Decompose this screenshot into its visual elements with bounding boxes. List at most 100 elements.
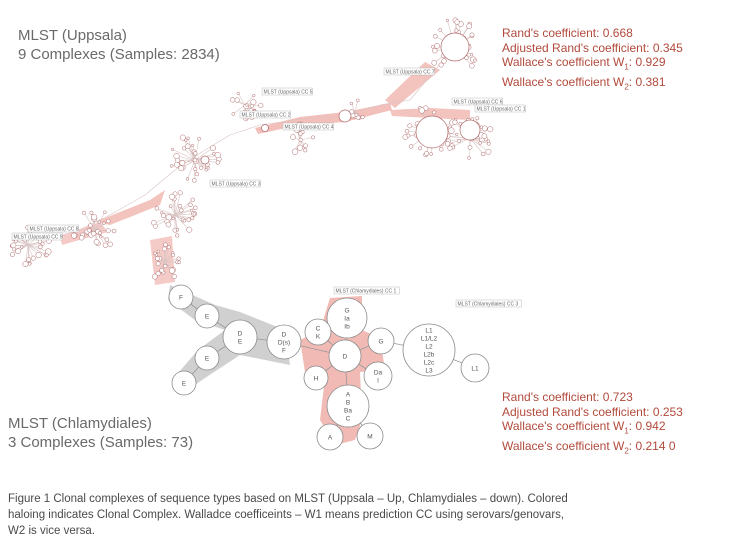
cc-label-box bbox=[209, 179, 261, 188]
node bbox=[438, 147, 444, 152]
node bbox=[38, 244, 43, 250]
node bbox=[168, 204, 173, 209]
cc-label: MLST (Chlamydiales) CC 1 bbox=[336, 289, 397, 295]
halo bbox=[95, 190, 165, 225]
cc-label: MLST (Uppsala) CC 3 bbox=[212, 182, 261, 188]
edge bbox=[183, 148, 196, 161]
node bbox=[204, 167, 209, 172]
cc-label-box bbox=[27, 224, 79, 233]
edge bbox=[233, 104, 246, 115]
node bbox=[20, 245, 24, 249]
gray-node-circle bbox=[194, 303, 220, 329]
gray-node: F bbox=[168, 284, 194, 310]
node bbox=[87, 228, 92, 233]
edge bbox=[94, 220, 109, 231]
node bbox=[481, 151, 486, 157]
node bbox=[22, 261, 29, 268]
uppsala-wallace-w2: Wallace's coefficient W2: 0.381 bbox=[502, 74, 666, 92]
node bbox=[192, 178, 197, 183]
node bbox=[438, 62, 444, 68]
node bbox=[258, 102, 264, 108]
node bbox=[486, 141, 491, 146]
node bbox=[192, 157, 198, 163]
cc-label: MLST (Uppsala) CC 9 bbox=[14, 235, 63, 241]
red-node-circle bbox=[328, 339, 362, 373]
node bbox=[424, 150, 429, 156]
node bbox=[193, 167, 198, 172]
edge bbox=[379, 99, 411, 106]
gray-node-circle bbox=[194, 345, 220, 371]
caption-line3: W2 is vice versa. bbox=[8, 525, 95, 537]
node bbox=[406, 133, 411, 138]
node bbox=[162, 246, 167, 252]
node bbox=[434, 43, 440, 49]
node bbox=[418, 146, 423, 151]
node bbox=[103, 210, 107, 215]
chlamydiales-cc-labels: MLST (Chlamydiales) CC 1 MLST (Chlamydial… bbox=[333, 286, 522, 308]
node bbox=[159, 267, 165, 273]
figure-caption: Figure 1 Clonal complexes of sequence ty… bbox=[8, 491, 728, 539]
node bbox=[234, 97, 240, 103]
red-node-circle bbox=[367, 327, 395, 355]
node bbox=[35, 252, 42, 259]
edge bbox=[174, 214, 178, 230]
edge bbox=[15, 241, 29, 246]
cc-label: MLST (Uppsala) CC 1 bbox=[477, 107, 526, 113]
plain-node-circle bbox=[460, 353, 490, 383]
node bbox=[177, 190, 183, 196]
gray-node: DD(s)F bbox=[266, 324, 302, 360]
node bbox=[432, 110, 437, 115]
gray-node: DE bbox=[222, 319, 258, 355]
gray-node-circle bbox=[222, 319, 258, 355]
edge bbox=[172, 149, 196, 161]
node bbox=[171, 273, 177, 280]
red-node: G bbox=[367, 327, 395, 355]
cc-label-box bbox=[333, 286, 400, 295]
node bbox=[177, 203, 183, 209]
red-node-label: B bbox=[346, 399, 350, 406]
chlamydiales-rand: Rand's coefficient: 0.723 bbox=[502, 390, 633, 404]
node bbox=[441, 58, 447, 64]
node bbox=[455, 132, 459, 136]
gray-node-circle bbox=[168, 284, 194, 310]
red-node-circle bbox=[356, 422, 384, 450]
node bbox=[356, 98, 360, 103]
red-node-label: H bbox=[314, 375, 319, 382]
node bbox=[105, 228, 111, 234]
gray-node-label: D bbox=[282, 331, 287, 338]
node bbox=[44, 253, 49, 258]
node bbox=[179, 208, 184, 213]
node bbox=[165, 221, 172, 228]
node bbox=[30, 255, 36, 261]
edge bbox=[187, 138, 196, 161]
node bbox=[252, 93, 256, 98]
node bbox=[190, 209, 194, 213]
gray-node-label: D(s) bbox=[278, 339, 290, 346]
red-node: H bbox=[303, 365, 329, 391]
node bbox=[236, 91, 240, 95]
node bbox=[182, 218, 187, 223]
node bbox=[26, 257, 31, 262]
edge bbox=[244, 95, 255, 106]
node bbox=[407, 123, 413, 129]
plain-node-label: L2 bbox=[425, 343, 433, 350]
node bbox=[469, 52, 474, 57]
edge bbox=[194, 138, 200, 161]
node bbox=[173, 161, 180, 168]
red-node: D bbox=[328, 339, 362, 373]
red-node-label: I bbox=[377, 377, 379, 384]
node bbox=[171, 216, 175, 221]
node bbox=[166, 245, 171, 250]
node bbox=[184, 143, 191, 150]
plain-node-label: L1 bbox=[425, 327, 433, 334]
edge bbox=[109, 194, 146, 216]
red-node-label: C bbox=[316, 325, 321, 332]
hub-node bbox=[200, 155, 210, 165]
red-node-circle bbox=[316, 423, 344, 451]
node bbox=[472, 58, 477, 63]
node bbox=[360, 115, 365, 120]
red-node: DaI bbox=[363, 361, 393, 391]
node bbox=[298, 137, 303, 142]
node bbox=[194, 171, 200, 177]
